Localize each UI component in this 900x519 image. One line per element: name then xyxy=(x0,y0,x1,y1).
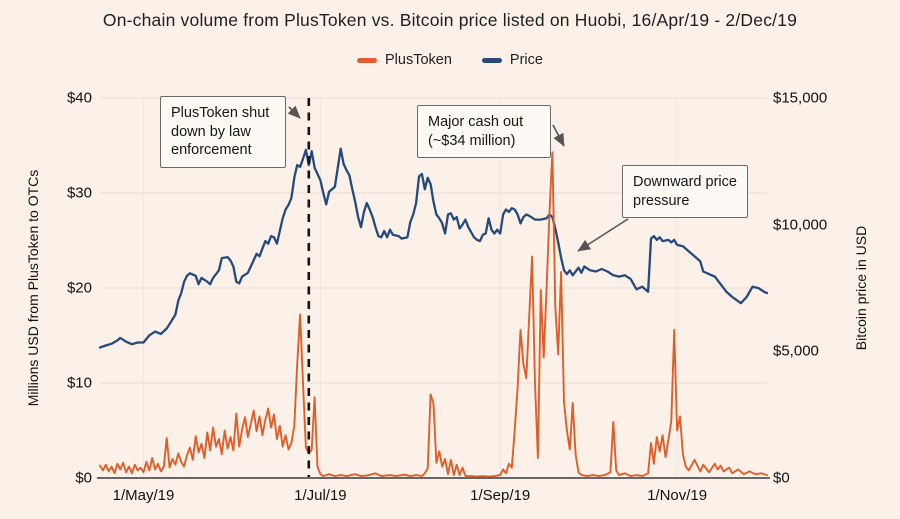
annotation-cashout: Major cash out (~$34 million) xyxy=(417,105,551,159)
x-tick-nov: 1/Nov/19 xyxy=(647,487,708,504)
legend-item-plustoken: PlusToken xyxy=(357,52,452,68)
left-tick-40: $40 xyxy=(66,89,92,107)
legend-label-plustoken: PlusToken xyxy=(385,52,452,68)
left-tick-20: $20 xyxy=(66,279,92,297)
plustoken-line xyxy=(99,151,768,478)
right-tick-10000: $10,000 xyxy=(773,216,828,234)
left-axis-title: Millions USD from PlusToken to OTCs xyxy=(25,169,41,407)
left-tick-10: $10 xyxy=(66,374,92,392)
pressure-arrow xyxy=(577,218,629,252)
plustoken-series-swatch xyxy=(357,57,378,63)
annotation-pressure: Downward price pressure xyxy=(622,165,748,219)
right-axis-title: Bitcoin price in USD xyxy=(853,225,869,351)
chart-title: On-chain volume from PlusToken vs. Bitco… xyxy=(102,10,798,30)
left-tick-30: $30 xyxy=(66,184,92,202)
left-tick-0: $0 xyxy=(75,469,92,487)
annotation-arrows xyxy=(287,105,629,252)
cashout-arrow xyxy=(552,124,565,147)
x-tick-may: 1/May/19 xyxy=(112,487,175,504)
shutdown-arrow xyxy=(287,105,301,119)
annotation-shutdown: PlusToken shut down by law enforcement xyxy=(160,96,286,168)
legend: PlusToken Price xyxy=(0,52,900,68)
legend-label-price: Price xyxy=(509,52,543,68)
price-series-swatch xyxy=(481,57,502,63)
right-tick-5000: $5,000 xyxy=(773,342,819,360)
price-line xyxy=(98,147,769,349)
x-tick-jul: 1/Jul/19 xyxy=(294,487,347,504)
right-tick-15000: $15,000 xyxy=(773,89,828,107)
legend-item-price: Price xyxy=(481,52,543,68)
x-tick-sep: 1/Sep/19 xyxy=(470,487,531,504)
right-tick-0: $0 xyxy=(773,469,790,487)
